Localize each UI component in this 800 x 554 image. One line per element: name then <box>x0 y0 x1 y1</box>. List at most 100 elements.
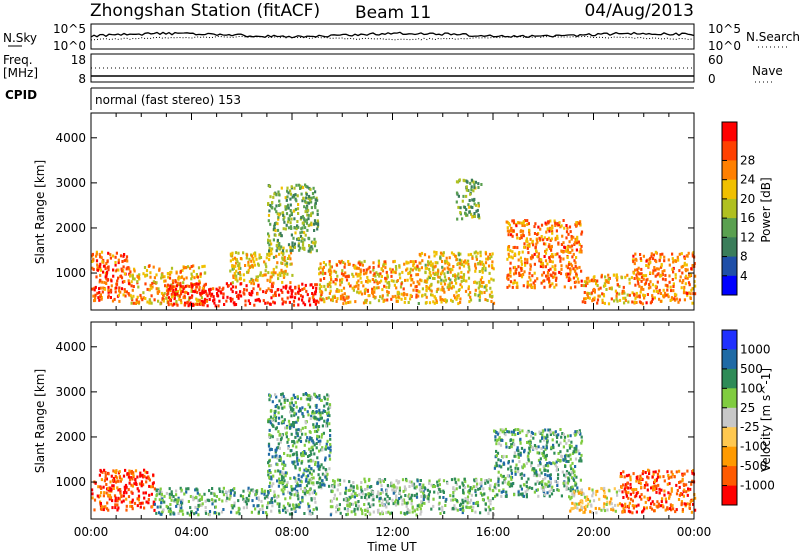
data-cell <box>386 494 389 498</box>
data-cell <box>608 489 611 493</box>
data-cell <box>309 249 312 253</box>
data-cell <box>153 298 156 302</box>
data-cell <box>123 485 126 489</box>
data-cell <box>396 501 399 505</box>
data-cell <box>268 209 271 213</box>
data-cell <box>411 482 414 486</box>
data-cell <box>294 401 297 405</box>
data-cell <box>287 290 290 294</box>
data-cell <box>379 272 382 276</box>
data-cell <box>677 258 680 262</box>
data-cell <box>397 499 400 503</box>
data-cell <box>93 498 97 502</box>
data-cell <box>247 299 250 303</box>
data-cell <box>573 259 576 263</box>
data-cell <box>528 283 531 287</box>
data-cell <box>528 244 531 248</box>
data-cell <box>234 303 238 306</box>
data-cell <box>283 398 286 402</box>
data-cell <box>531 255 534 259</box>
data-cell <box>517 428 520 432</box>
data-cell <box>585 276 588 280</box>
data-cell <box>551 275 555 279</box>
data-cell <box>265 265 268 269</box>
data-cell <box>456 508 459 512</box>
data-cell <box>296 434 299 438</box>
data-cell <box>359 263 362 267</box>
data-cell <box>268 398 271 402</box>
data-cell <box>121 260 124 263</box>
data-cell <box>468 300 471 304</box>
data-cell <box>539 227 542 231</box>
data-cell <box>553 451 556 455</box>
data-cell <box>148 298 151 302</box>
data-cell <box>245 284 248 288</box>
data-cell <box>102 286 105 290</box>
data-cell <box>447 277 450 281</box>
data-cell <box>186 511 189 515</box>
data-cell <box>667 258 670 262</box>
data-cell <box>627 504 630 508</box>
data-cell <box>430 483 433 487</box>
data-cell <box>97 485 100 489</box>
data-cell <box>187 298 191 302</box>
data-cell <box>255 275 258 279</box>
data-cell <box>303 451 306 455</box>
data-cell <box>603 491 606 495</box>
data-cell <box>278 446 281 450</box>
data-cell <box>654 284 657 288</box>
data-cell <box>123 259 126 263</box>
data-cell <box>481 493 484 497</box>
data-cell <box>416 504 419 508</box>
data-cell <box>459 300 462 304</box>
data-cell <box>243 499 246 503</box>
data-cell <box>501 481 504 485</box>
data-cell <box>468 268 471 272</box>
data-cell <box>317 435 320 439</box>
data-cell <box>554 264 557 268</box>
data-cell <box>491 252 494 256</box>
data-cell <box>271 500 274 504</box>
data-cell <box>357 272 360 276</box>
data-cell <box>469 498 473 502</box>
data-cell <box>259 271 262 275</box>
data-cell <box>122 494 125 498</box>
data-cell <box>297 297 301 301</box>
data-cell <box>388 497 391 501</box>
data-cell <box>288 423 291 427</box>
data-cell <box>463 486 467 489</box>
data-cell <box>308 478 311 482</box>
data-cell <box>303 231 306 235</box>
data-cell <box>420 503 423 507</box>
data-cell <box>467 203 470 207</box>
data-cell <box>330 265 333 269</box>
data-cell <box>314 198 317 202</box>
data-cell <box>282 460 285 464</box>
data-cell <box>480 291 483 295</box>
data-cell <box>148 264 151 268</box>
data-cell <box>390 481 393 485</box>
data-cell <box>338 503 341 507</box>
data-cell <box>619 472 623 475</box>
data-cell <box>560 243 563 246</box>
data-cell <box>511 459 514 463</box>
data-cell <box>378 497 381 501</box>
data-cell <box>585 281 588 285</box>
data-cell <box>301 295 304 299</box>
data-cell <box>606 500 609 504</box>
data-cell <box>405 501 408 505</box>
data-cell <box>245 502 248 506</box>
data-cell <box>281 302 284 306</box>
data-cell <box>682 291 686 295</box>
data-cell <box>283 405 286 409</box>
data-cell <box>100 256 103 260</box>
data-cell <box>378 274 381 278</box>
data-cell <box>544 259 548 263</box>
data-cell <box>167 303 170 307</box>
data-cell <box>657 469 661 473</box>
data-cell <box>144 282 147 286</box>
data-cell <box>464 497 467 500</box>
data-cell <box>346 501 349 505</box>
data-cell <box>130 490 133 494</box>
data-cell <box>272 273 275 277</box>
